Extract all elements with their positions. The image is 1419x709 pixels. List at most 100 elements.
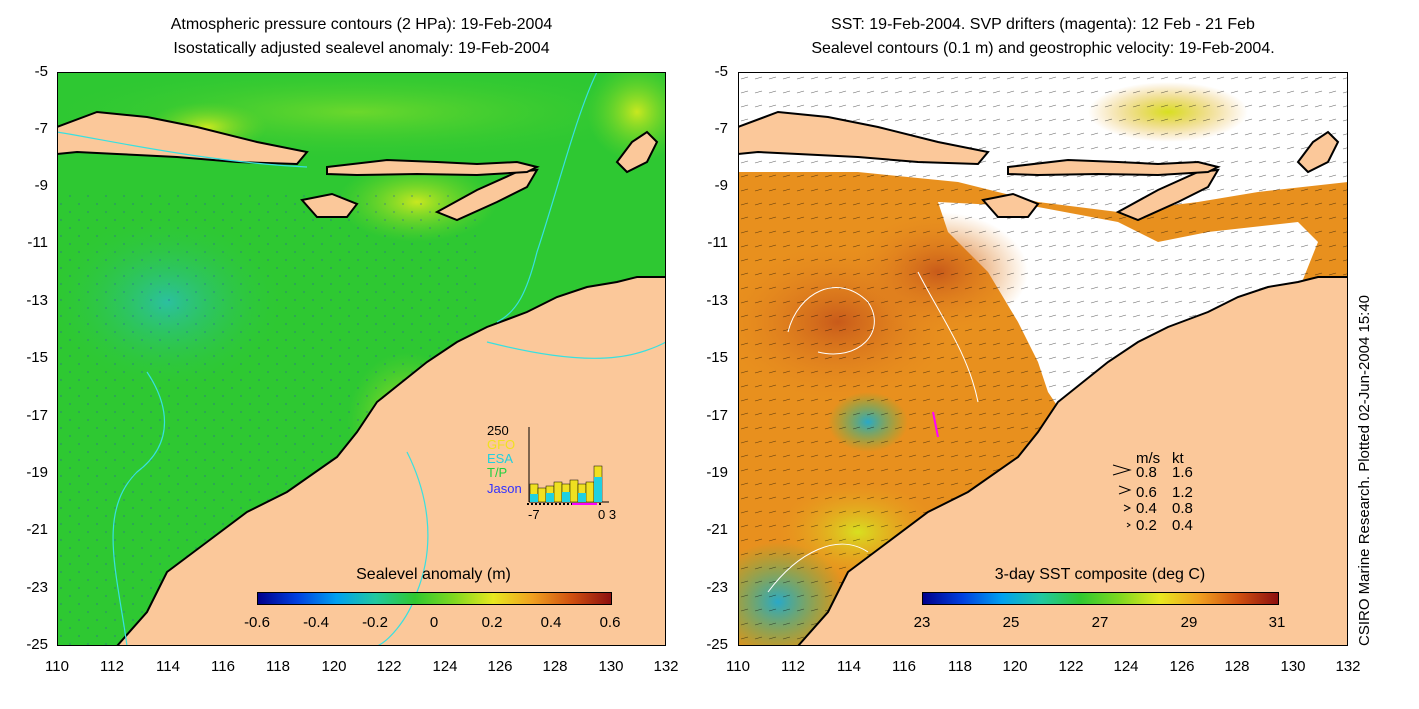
australia-land [115, 276, 666, 646]
flores-island [1007, 158, 1221, 177]
left-y-tick-6: -15 [26, 349, 48, 366]
right-y-tick-4: -11 [707, 234, 728, 251]
left-colorbar-tick-7: 0.6 [599, 614, 621, 631]
pressure-contour-3 [376, 451, 429, 646]
velocity-header-kt: kt [1172, 450, 1184, 467]
velocity-header-ms: m/s [1136, 450, 1161, 467]
pressure-contour-2 [486, 341, 666, 359]
right-y-tick-7: -17 [706, 407, 728, 424]
left-x-tick-6: 120 [321, 658, 347, 675]
velocity-row-ms-3: 0.4 [1136, 500, 1157, 517]
sealevel-contour-3 [767, 543, 869, 593]
right-x-tick-12: 132 [1335, 658, 1361, 675]
flores-island [326, 158, 540, 177]
left-title-line2: Isostatically adjusted sealevel anomaly:… [173, 40, 550, 57]
left-y-tick-2: -7 [34, 120, 48, 137]
right-y-tick-1: -5 [714, 63, 728, 80]
inset-source-esa: ESA [487, 451, 514, 466]
velocity-row-kt-1: 1.6 [1172, 464, 1193, 481]
right-colorbar-tick-2: 25 [1002, 614, 1020, 631]
right-title-line1: SST: 19-Feb-2004. SVP drifters (magenta)… [831, 16, 1255, 33]
velocity-row-ms-2: 0.6 [1136, 484, 1157, 501]
tanimbar-island [615, 130, 659, 174]
plot-credit: CSIRO Marine Research. Plotted 02-Jun-20… [1356, 294, 1373, 646]
left-y-tick-4: -11 [27, 234, 48, 251]
right-x-tick-5: 118 [948, 658, 972, 675]
inset-source-tp: T/P [487, 465, 508, 480]
left-x-tick-8: 124 [432, 658, 458, 675]
left-y-tick-9: -21 [26, 521, 48, 538]
right-title-line2: Sealevel contours (0.1 m) and geostrophi… [811, 40, 1275, 57]
left-colorbar-title: Sealevel anomaly (m) [356, 566, 511, 583]
right-colorbar-tick-3: 27 [1091, 614, 1109, 631]
left-y-tick-5: -13 [26, 292, 48, 309]
left-title-line1: Atmospheric pressure contours (2 HPa): 1… [170, 16, 553, 33]
left-x-tick-4: 116 [211, 658, 235, 675]
right-x-tick-1: 110 [726, 658, 750, 675]
sumba-island [981, 192, 1040, 218]
pressure-contour-4 [496, 72, 598, 323]
right-x-tick-7: 122 [1058, 658, 1084, 675]
right-y-tick-8: -19 [706, 464, 728, 481]
sealevel-contour-1 [787, 287, 875, 355]
left-colorbar-tick-2: -0.4 [303, 614, 329, 631]
right-x-tick-9: 126 [1169, 658, 1195, 675]
right-x-tick-10: 128 [1224, 658, 1250, 675]
right-map [738, 72, 1348, 646]
left-colorbar-tick-5: 0.2 [481, 614, 503, 631]
velocity-row-kt-4: 0.4 [1172, 517, 1193, 534]
right-colorbar-tick-5: 31 [1268, 614, 1286, 631]
sumba-island [300, 192, 359, 218]
left-x-tick-10: 128 [542, 658, 568, 675]
right-colorbar-title: 3-day SST composite (deg C) [994, 566, 1206, 583]
timor-island [434, 168, 539, 222]
right-colorbar-tick-1: 23 [913, 614, 931, 631]
left-y-tick-1: -5 [34, 63, 48, 80]
right-y-tick-3: -9 [714, 177, 728, 194]
inset-x-right: 0 3 [598, 507, 617, 522]
right-colorbar [922, 592, 1279, 605]
left-x-tick-3: 114 [156, 658, 180, 675]
right-x-tick-6: 120 [1002, 658, 1028, 675]
left-x-tick-7: 122 [376, 658, 402, 675]
left-y-tick-10: -23 [26, 579, 48, 596]
left-y-tick-7: -17 [26, 407, 48, 424]
left-x-tick-11: 130 [598, 658, 624, 675]
sealevel-contour-2 [917, 271, 979, 403]
left-y-tick-11: -25 [26, 636, 48, 653]
right-y-tick-5: -13 [706, 292, 728, 309]
right-y-tick-9: -21 [706, 521, 728, 538]
velocity-row-kt-3: 0.8 [1172, 500, 1193, 517]
velocity-legend-arrows [1112, 464, 1132, 528]
velocity-row-kt-2: 1.2 [1172, 484, 1193, 501]
left-map [57, 72, 666, 646]
left-colorbar-tick-3: -0.2 [362, 614, 388, 631]
right-y-tick-2: -7 [714, 120, 728, 137]
right-y-tick-11: -25 [706, 636, 728, 653]
java-island [738, 110, 990, 166]
left-y-tick-8: -19 [26, 464, 48, 481]
right-x-tick-3: 114 [837, 658, 861, 675]
velocity-row-ms-4: 0.2 [1136, 517, 1157, 534]
left-x-tick-1: 110 [45, 658, 69, 675]
pressure-contour-1 [112, 371, 166, 646]
right-x-tick-4: 116 [892, 658, 916, 675]
left-colorbar-tick-4: 0 [429, 614, 439, 631]
inset-source-gfo: GFO [487, 437, 516, 452]
left-x-tick-5: 118 [266, 658, 290, 675]
right-x-tick-2: 112 [781, 658, 805, 675]
right-y-tick-6: -15 [706, 349, 728, 366]
tanimbar-island [1296, 130, 1340, 174]
inset-source-jason: Jason [487, 481, 522, 496]
inset-ymax-label: 250 [487, 423, 509, 438]
inset-histogram [527, 427, 609, 505]
left-colorbar-tick-1: -0.6 [244, 614, 270, 631]
timor-island [1115, 168, 1220, 222]
velocity-row-ms-1: 0.8 [1136, 464, 1157, 481]
pressure-contour-5 [57, 131, 308, 168]
left-colorbar-tick-6: 0.4 [540, 614, 562, 631]
right-y-tick-10: -23 [706, 579, 728, 596]
left-y-tick-3: -9 [34, 177, 48, 194]
right-colorbar-tick-4: 29 [1180, 614, 1198, 631]
java-island [57, 110, 309, 166]
